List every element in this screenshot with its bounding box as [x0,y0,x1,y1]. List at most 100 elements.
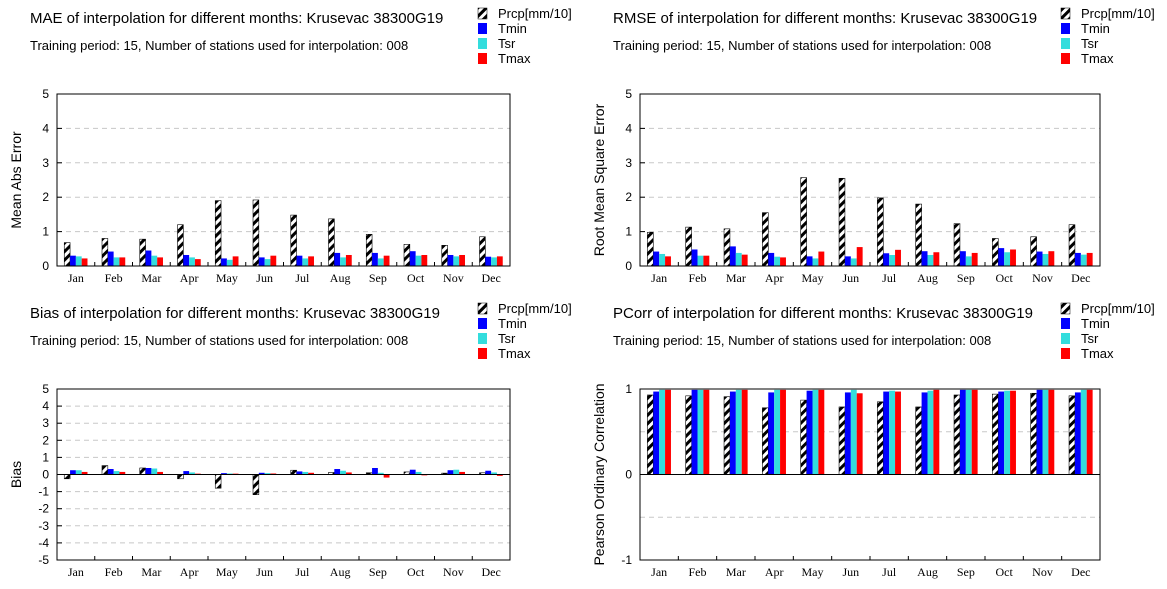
bar-tmax-feb [119,471,126,475]
x-tick-label: Jun [256,271,273,285]
bar-prcpmm-feb [685,226,692,267]
bar-prcpmm-feb [101,238,109,267]
legend-swatch [477,302,488,315]
bar-tmax-feb [703,255,710,266]
bar-tmax-jul [308,472,314,475]
x-tick-label: Mar [141,271,161,285]
bar-tsr-nov [453,469,460,475]
bar-tmin-may [221,258,227,266]
y-tick-label: 1 [625,225,632,239]
y-tick-label: 3 [42,416,49,430]
bar-tsr-jul [302,258,309,266]
y-tick-label: 5 [625,87,632,101]
legend-label: Prcp[mm/10] [1081,301,1155,316]
bar-tsr-dec [491,472,497,475]
x-tick-label: May [216,565,238,579]
bar-tsr-oct [415,255,422,266]
bar-tmax-mar [741,389,748,475]
bar-tmin-aug [334,252,341,266]
bar-tsr-feb [113,257,120,266]
bar-tmax-apr [194,259,201,266]
bar-tmax-sep [383,474,390,478]
bar-tmax-jun [270,255,277,266]
bar-tmin-feb [107,469,114,475]
bar-tmax-dec [496,256,503,266]
bar-tsr-aug [927,390,934,475]
bar-prcpmm-sep [365,234,373,267]
y-tick-label: -1 [38,485,49,499]
x-tick-label: Dec [1071,271,1090,285]
bar-tmax-jan [665,389,671,475]
y-tick-label: 1 [42,450,49,464]
bar-tsr-may [226,473,233,475]
legend-swatch [478,333,487,344]
bar-tmin-aug [921,251,928,266]
bar-tmin-dec [485,470,492,475]
bar-tmin-sep [372,468,378,475]
bar-prcpmm-jul [290,214,297,267]
plot-frame [56,388,511,561]
bar-prcpmm-mar [139,238,146,267]
bar-tmin-jun [258,472,265,475]
bar-prcpmm-dec [1068,224,1076,267]
bar-tmax-sep [383,255,390,266]
y-tick-label: 3 [625,156,632,170]
chart-title: Bias of interpolation for different mont… [30,305,440,322]
chart-subtitle: Training period: 15, Number of stations … [613,333,991,348]
bar-tmin-may [221,473,227,475]
bar-tsr-apr [774,256,781,266]
bar-tmax-aug [933,252,940,266]
x-tick-label: Aug [330,271,351,285]
legend-label: Tmax [498,51,531,66]
x-tick-label: Oct [996,271,1014,285]
bar-tmin-apr [768,252,775,266]
bar-tmax-dec [1086,389,1093,475]
bar-prcpmm-jul [290,469,297,475]
bar-tmax-apr [780,389,786,475]
y-tick-label: 0 [42,259,49,273]
bar-tmin-dec [485,256,492,266]
bar-tmax-may [818,389,825,475]
bar-tsr-aug [927,254,934,266]
chart-subtitle: Training period: 15, Number of stations … [30,333,408,348]
y-tick-label: -2 [38,502,49,516]
bar-prcpmm-oct [992,393,999,475]
legend-swatch [478,348,487,359]
bar-tmin-apr [768,392,775,475]
bar-tsr-mar [735,252,742,266]
x-tick-label: Sep [369,565,387,579]
bar-tmax-may [818,251,825,266]
legend-swatch [477,7,488,20]
x-tick-label: Jul [882,565,897,579]
bar-tmin-nov [447,470,454,475]
bar-tsr-mar [151,468,158,475]
bar-tmin-jun [844,392,851,475]
bar-prcpmm-may [214,474,222,489]
legend-swatch [478,38,487,49]
bar-prcpmm-may [800,399,807,475]
bar-prcpmm-mar [723,228,731,267]
bar-tsr-jan [659,389,666,475]
legend-swatch [1060,302,1071,315]
bar-prcpmm-apr [177,224,184,267]
bar-tmax-nov [1048,251,1055,266]
x-tick-label: Feb [105,565,123,579]
bar-tmin-nov [1036,251,1043,266]
legend-label: Prcp[mm/10] [498,301,572,316]
bar-prcpmm-apr [762,212,769,267]
bar-prcpmm-dec [1068,395,1076,475]
bar-prcpmm-sep [953,223,961,267]
legend-label: Tmax [1081,346,1114,361]
legend-label: Tsr [1081,36,1099,51]
y-tick-label: 4 [42,399,49,413]
bar-tmin-may [806,256,813,266]
bar-prcpmm-jun [252,199,260,267]
y-tick-label: 3 [42,156,49,170]
bar-tsr-jul [889,390,896,475]
x-tick-label: Aug [917,271,938,285]
bar-prcpmm-jun [838,406,846,475]
bar-tmin-oct [409,469,416,475]
bar-prcpmm-aug [328,218,335,267]
y-tick-label: 0 [625,259,632,273]
bar-tmax-feb [703,389,710,475]
